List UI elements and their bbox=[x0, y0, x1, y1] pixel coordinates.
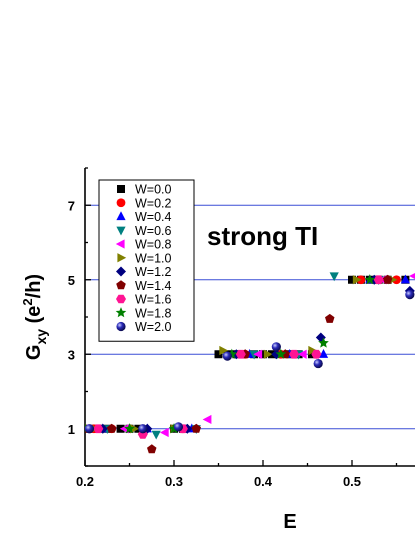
data-point bbox=[85, 424, 95, 434]
data-point bbox=[364, 274, 376, 285]
axes bbox=[84, 167, 415, 467]
data-point bbox=[138, 424, 148, 434]
series-w-2-0 bbox=[85, 290, 415, 434]
data-point bbox=[405, 290, 415, 300]
data-point bbox=[147, 444, 157, 454]
legend-marker bbox=[115, 239, 125, 249]
data-point bbox=[130, 424, 140, 434]
data-point bbox=[226, 348, 238, 359]
y-axis-title-unit-sup: 2 bbox=[20, 298, 35, 305]
data-point bbox=[382, 274, 393, 284]
data-point bbox=[235, 349, 246, 359]
data-point bbox=[348, 275, 356, 284]
x-tick-label: 0.3 bbox=[165, 474, 183, 489]
legend-box bbox=[98, 179, 195, 342]
data-point bbox=[202, 414, 212, 425]
legend-marker bbox=[116, 226, 126, 236]
series-w-1-4 bbox=[85, 274, 393, 454]
legend-marker bbox=[116, 266, 126, 277]
x-tick-label: 0.4 bbox=[254, 474, 273, 489]
y-axis-title-sub: xy bbox=[33, 329, 49, 345]
legend-label: W=1.2 bbox=[135, 265, 172, 279]
data-point bbox=[373, 275, 384, 285]
data-point bbox=[191, 423, 201, 433]
data-point bbox=[271, 342, 281, 352]
legend-marker bbox=[115, 307, 127, 318]
data-point bbox=[289, 349, 300, 359]
data-point bbox=[214, 350, 223, 359]
legend-marker bbox=[116, 294, 126, 304]
data-point bbox=[222, 351, 232, 361]
x-tick-label: 0.2 bbox=[76, 474, 94, 489]
data-marks bbox=[85, 272, 415, 454]
data-point bbox=[318, 349, 329, 358]
legend-label: W=2.0 bbox=[135, 320, 172, 334]
legend-label: W=1.8 bbox=[135, 306, 172, 320]
legend-label: W=1.6 bbox=[135, 293, 172, 307]
legend-label: W=0.6 bbox=[135, 224, 172, 238]
legend-label: W=0.2 bbox=[135, 196, 172, 210]
legend-label: W=1.0 bbox=[135, 251, 172, 265]
legend-marker bbox=[116, 280, 126, 290]
data-point bbox=[219, 345, 229, 356]
data-point bbox=[329, 272, 339, 282]
series-w-1-6 bbox=[93, 275, 384, 439]
legend-marker bbox=[116, 198, 126, 208]
data-point bbox=[275, 348, 287, 359]
legend-label: W=0.0 bbox=[135, 183, 172, 197]
data-point bbox=[325, 313, 335, 323]
legend-marker bbox=[117, 253, 127, 263]
data-point bbox=[151, 430, 161, 440]
legend-marker bbox=[116, 211, 126, 221]
legend-label: W=1.4 bbox=[135, 279, 172, 293]
tick-labels: 1 3 5 7 0.2 0.3 0.4 0.5 bbox=[68, 198, 361, 489]
legend-label: W=0.8 bbox=[135, 238, 172, 252]
data-point bbox=[159, 427, 169, 438]
y-axis-title: Gxy (e2/h) bbox=[20, 274, 49, 360]
legend-label: W=0.4 bbox=[135, 210, 172, 224]
annotation-label: strong TI bbox=[207, 221, 318, 251]
data-point bbox=[119, 424, 129, 434]
data-point bbox=[311, 349, 322, 359]
data-point bbox=[297, 349, 307, 359]
data-point bbox=[124, 423, 135, 434]
data-point bbox=[308, 345, 318, 356]
y-axis-title-unit-post: /h) bbox=[23, 274, 45, 298]
data-point bbox=[173, 422, 184, 432]
y-axis-title-main: G bbox=[23, 345, 45, 361]
data-point bbox=[352, 275, 362, 285]
data-point bbox=[263, 349, 273, 359]
data-point bbox=[253, 349, 263, 359]
y-tick-label: 3 bbox=[68, 347, 75, 362]
data-point bbox=[106, 423, 117, 433]
legend: W=0.0W=0.2W=0.4W=0.6W=0.8W=1.0W=1.2W=1.4… bbox=[98, 179, 195, 342]
y-axis-title-unit-pre: (e bbox=[23, 306, 45, 329]
y-tick-label: 7 bbox=[68, 198, 75, 213]
x-axis-title: E bbox=[283, 511, 296, 533]
legend-marker bbox=[116, 321, 126, 332]
data-point bbox=[259, 350, 267, 359]
data-point bbox=[313, 358, 323, 369]
legend-marker bbox=[117, 185, 125, 193]
x-tick-label: 0.5 bbox=[343, 474, 361, 489]
data-point bbox=[93, 424, 104, 434]
data-point bbox=[318, 337, 329, 348]
y-tick-label: 1 bbox=[68, 422, 75, 437]
data-point bbox=[409, 272, 415, 280]
y-tick-label: 5 bbox=[68, 273, 75, 288]
data-point bbox=[400, 274, 410, 284]
